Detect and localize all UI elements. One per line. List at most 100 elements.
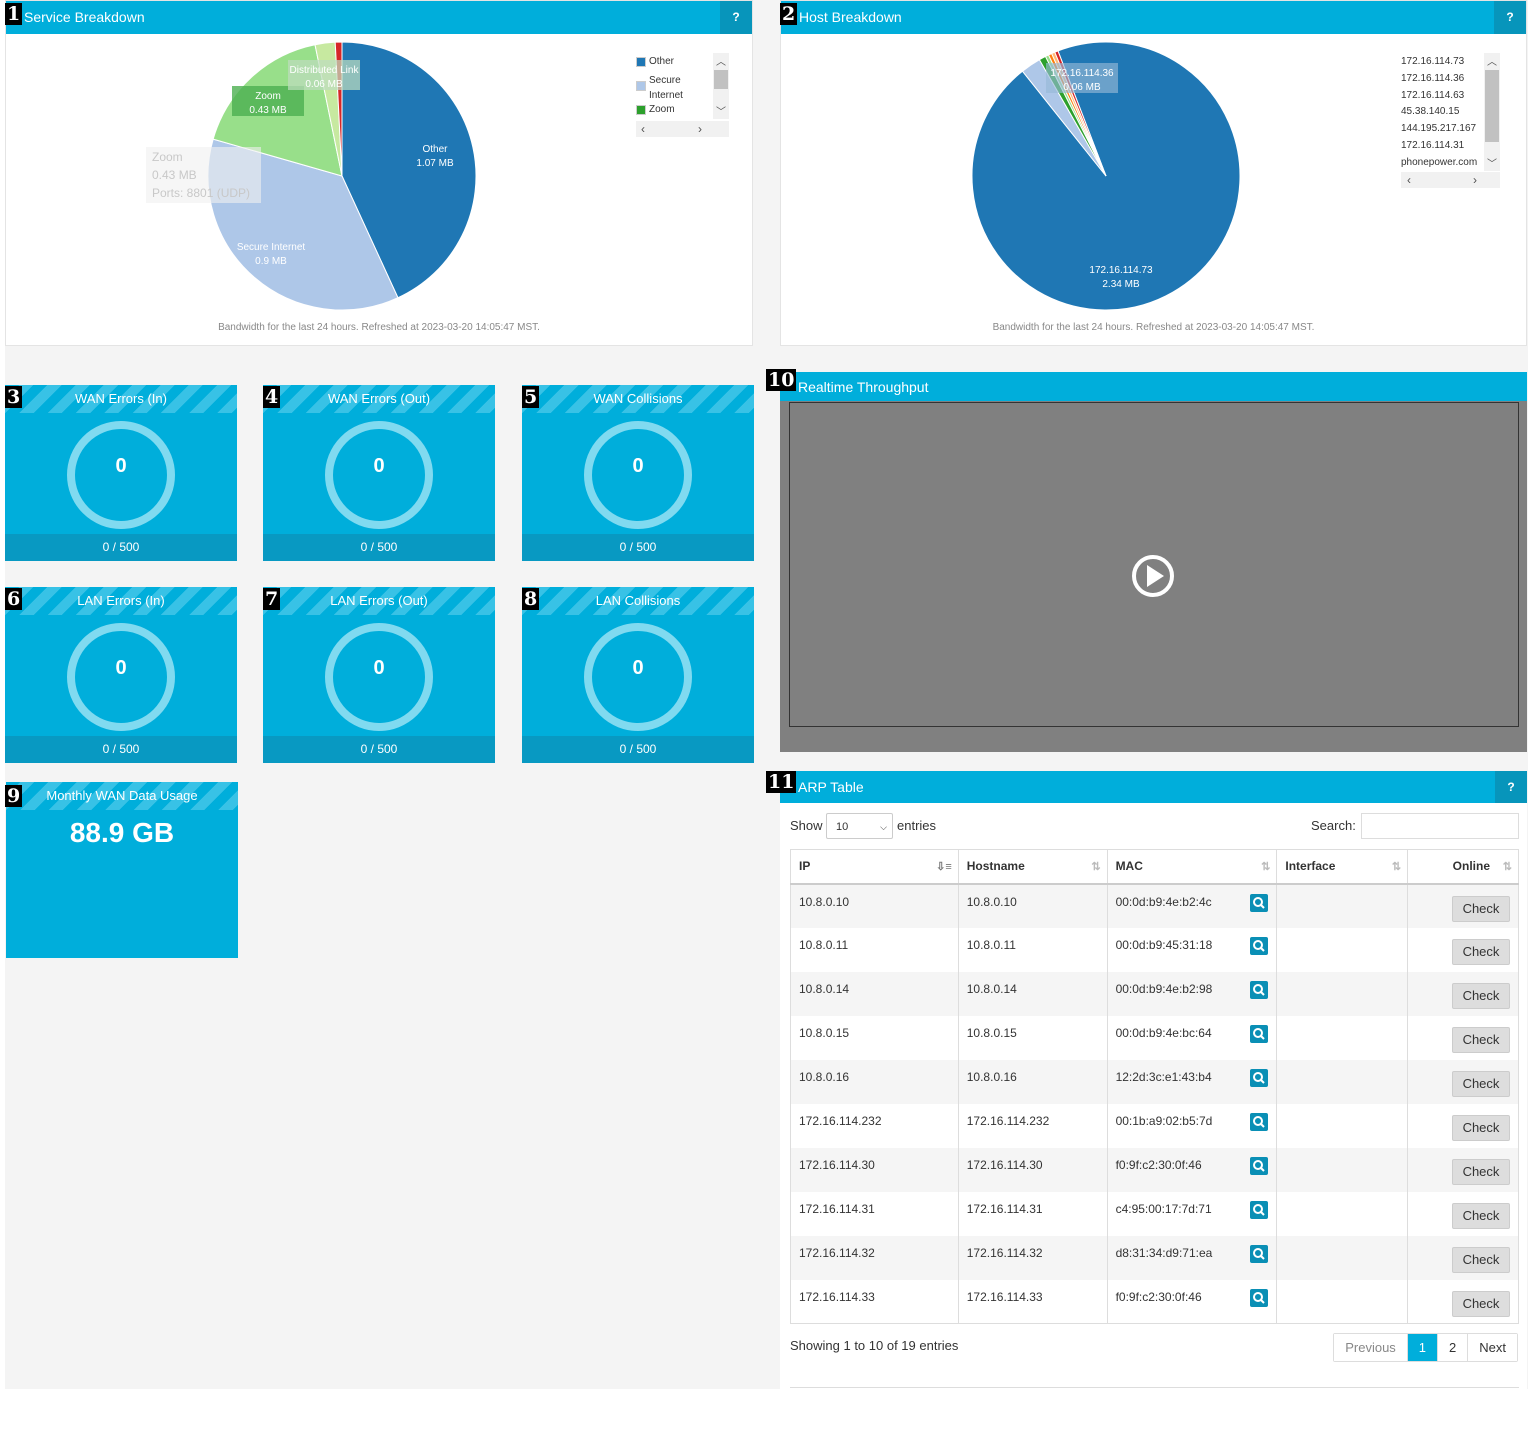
host-legend[interactable]: 172.16.114.73 172.16.114.36 172.16.114.63 4… (1401, 53, 1501, 188)
mac-text: 12:2d:3c:e1:43:b4 (1115, 1069, 1212, 1084)
cell-mac: d8:31:34:d9:71:ea (1106, 1235, 1278, 1280)
search-input[interactable] (1361, 813, 1519, 839)
gauge-value: 0 (373, 455, 385, 477)
search-icon[interactable] (1250, 936, 1269, 955)
legend-item[interactable]: 172.16.114.36 (1401, 73, 1464, 84)
legend-item-zoom[interactable]: Zoom (636, 104, 675, 115)
cell-mac: 00:0d:b9:4e:bc:64 (1106, 1015, 1278, 1060)
scroll-down-icon[interactable]: ﹀ (716, 107, 726, 118)
search-icon[interactable] (1250, 1244, 1269, 1263)
cell-online: Check (1407, 927, 1519, 972)
slice-label-text: Other (422, 144, 448, 155)
legend-vertical-scrollbar[interactable]: ︿ ﹀ (1484, 53, 1500, 171)
gauge-limit: 0 / 500 (5, 736, 237, 763)
search-icon[interactable] (1250, 1024, 1269, 1043)
check-button[interactable]: Check (1452, 1026, 1510, 1053)
region-badge-6: 6 (5, 588, 23, 610)
column-header-online[interactable]: Online ⇅ (1407, 849, 1519, 885)
check-button[interactable]: Check (1452, 895, 1510, 922)
check-button[interactable]: Check (1452, 1070, 1510, 1097)
search-icon[interactable] (1250, 1156, 1269, 1175)
service-pie-slice[interactable] (341, 41, 477, 299)
table-row: 10.8.0.16 10.8.0.16 12:2d:3c:e1:43:b4 Check (790, 1059, 1519, 1104)
pagination-page-1[interactable]: 1 (1406, 1334, 1438, 1361)
realtime-video-area[interactable] (789, 402, 1519, 727)
slice-label-text: 172.16.114.36 (1050, 68, 1114, 79)
scroll-left-icon[interactable]: ‹ (641, 122, 645, 136)
service-legend[interactable]: Other Secure Internet Zoom ︿ ﹀ ‹ › (636, 53, 729, 138)
legend-horizontal-scrollbar[interactable]: ‹ › (636, 121, 729, 137)
legend-item[interactable]: phonepower.com (1401, 157, 1477, 168)
region-badge-11: 11 (766, 771, 797, 793)
legend-item-other[interactable]: Other (636, 56, 674, 67)
scroll-right-icon[interactable]: › (698, 122, 702, 136)
mac-text: 00:1b:a9:02:b5:7d (1115, 1113, 1213, 1128)
column-header-mac[interactable]: MAC ⇅ (1106, 849, 1278, 885)
check-button[interactable]: Check (1452, 1202, 1510, 1229)
search-icon[interactable] (1250, 893, 1269, 912)
cell-interface (1276, 883, 1409, 928)
monthly-usage-value: 88.9 GB (69, 817, 175, 848)
search-icon[interactable] (1250, 980, 1269, 999)
check-button[interactable]: Check (1452, 1114, 1510, 1141)
scroll-up-icon[interactable]: ︿ (716, 57, 726, 68)
legend-horizontal-scrollbar[interactable]: ‹ › (1401, 172, 1500, 188)
check-button[interactable]: Check (1452, 1246, 1510, 1273)
column-header-interface[interactable]: Interface ⇅ (1276, 849, 1409, 885)
legend-label: 144.195.217.167 (1401, 123, 1477, 135)
legend-item-secure-internet[interactable]: Secure Internet (636, 73, 683, 103)
cell-interface (1276, 1059, 1409, 1104)
legend-item[interactable]: 172.16.114.31 (1401, 140, 1464, 151)
help-button[interactable]: ? (1494, 1, 1526, 34)
gauge-tile: LAN Collisions 0 0 / 500 (522, 587, 754, 763)
legend-swatch (636, 105, 646, 115)
cell-mac: f0:9f:c2:30:0f:46 (1106, 1147, 1278, 1192)
legend-label: Zoom (649, 104, 675, 115)
legend-item[interactable]: 172.16.114.63 (1401, 90, 1464, 101)
scroll-right-icon[interactable]: › (1473, 173, 1477, 187)
host-breakdown-header: Host Breakdown ? (781, 1, 1526, 34)
help-button[interactable]: ? (1495, 771, 1527, 803)
entries-per-page-select[interactable]: 10 ⌵ (826, 813, 893, 839)
check-button[interactable]: Check (1452, 1158, 1510, 1185)
gauge-tile: LAN Errors (Out) 0 0 / 500 (263, 587, 495, 763)
legend-item[interactable]: 45.38.140.15 (1401, 106, 1459, 117)
gauge-value: 0 (115, 657, 127, 679)
column-header-ip[interactable]: IP ⇩≡ (790, 849, 959, 885)
search-icon[interactable] (1250, 1112, 1269, 1131)
scroll-left-icon[interactable]: ‹ (1407, 173, 1411, 187)
check-button[interactable]: Check (1452, 1290, 1510, 1317)
scroll-thumb[interactable] (1485, 70, 1499, 142)
play-icon[interactable] (1131, 554, 1175, 598)
column-header-hostname[interactable]: Hostname ⇅ (957, 849, 1108, 885)
cell-online: Check (1407, 1235, 1519, 1280)
pagination-previous-button[interactable]: Previous (1334, 1334, 1407, 1361)
search-icon[interactable] (1250, 1288, 1269, 1307)
table-row: 10.8.0.15 10.8.0.15 00:0d:b9:4e:bc:64 Check (790, 1015, 1519, 1060)
scroll-down-icon[interactable]: ﹀ (1487, 159, 1497, 170)
check-button[interactable]: Check (1452, 982, 1510, 1009)
host-pie-chart[interactable]: 172.16.114.73 2.34 MB 172.16.114.36 0.06 MB (781, 34, 1528, 324)
check-button[interactable]: Check (1452, 938, 1510, 965)
legend-item[interactable]: 144.195.217.167 (1401, 123, 1476, 134)
table-bottom-divider (790, 1387, 1519, 1388)
help-button[interactable]: ? (720, 1, 752, 34)
sort-asc-icon: ⇩≡ (936, 861, 952, 873)
pagination-next-button[interactable]: Next (1467, 1334, 1517, 1361)
search-icon[interactable] (1250, 1068, 1269, 1087)
mac-text: 00:0d:b9:45:31:18 (1115, 937, 1213, 952)
scroll-thumb[interactable] (714, 70, 728, 89)
slice-label-text: 2.34 MB (1102, 279, 1140, 290)
pagination-page-2[interactable]: 2 (1437, 1334, 1468, 1361)
cell-mac: c4:95:00:17:7d:71 (1106, 1191, 1278, 1236)
legend-vertical-scrollbar[interactable]: ︿ ﹀ (713, 53, 729, 119)
search-icon[interactable] (1250, 1200, 1269, 1219)
gauge-ring (584, 623, 692, 731)
cell-interface (1276, 1279, 1409, 1324)
cell-interface (1276, 1147, 1409, 1192)
panel-title: Service Breakdown (24, 9, 145, 25)
scroll-up-icon[interactable]: ︿ (1487, 57, 1497, 68)
legend-item[interactable]: 172.16.114.73 (1401, 56, 1464, 67)
slice-label: 172.16.114.36 0.06 MB (1046, 63, 1118, 93)
table-row: 172.16.114.31 172.16.114.31 c4:95:00:17:7d… (790, 1191, 1519, 1236)
